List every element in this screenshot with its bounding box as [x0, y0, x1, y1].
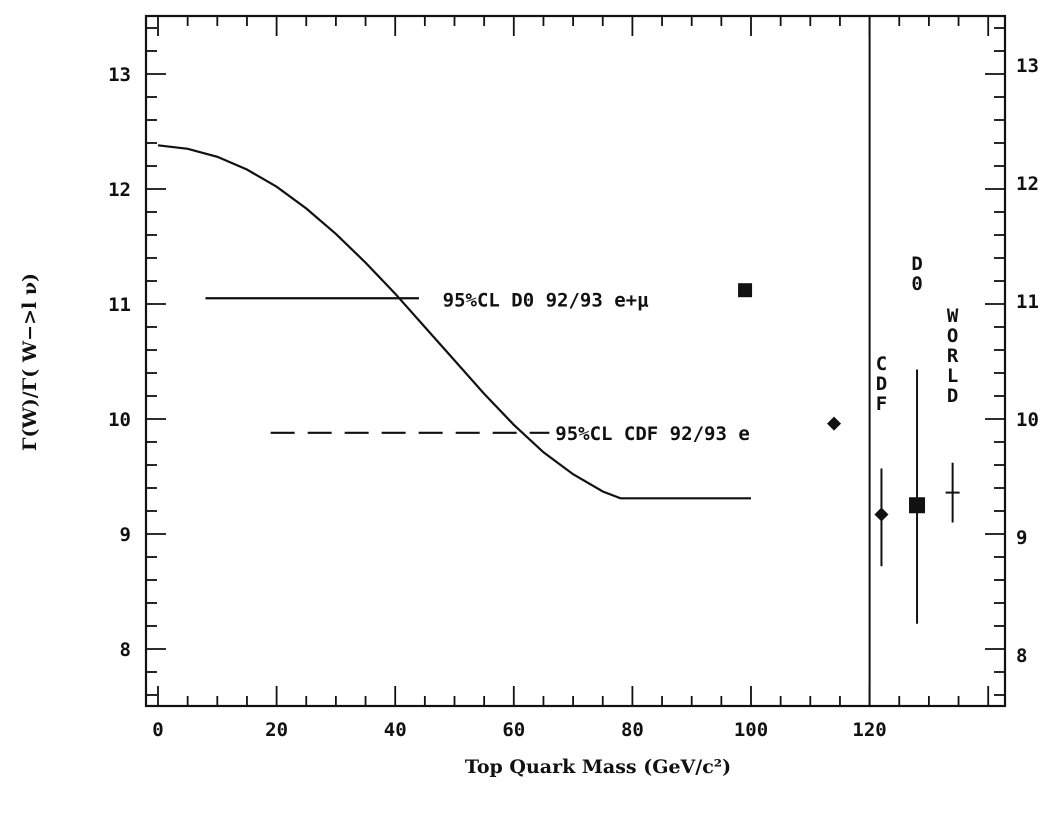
right-y-tick-label: 11: [1016, 291, 1039, 313]
right-y-tick-label: 12: [1016, 173, 1039, 195]
x-axis-title: Top Quark Mass (GeV/c²): [465, 756, 731, 778]
series-layer: [157, 144, 751, 500]
right-y-tick-label: 13: [1016, 55, 1039, 77]
limit-marker-diamond: [827, 416, 842, 431]
y-tick-labels: 8 9 10 11 12 13: [108, 64, 131, 661]
measurement-marker-square: [909, 497, 926, 514]
x-tick-label: 0: [152, 719, 163, 741]
y-tick-label: 11: [108, 294, 131, 316]
measurement-label-letter: D: [911, 253, 922, 275]
y-axis-title: Γ(W)/Γ( W−>l ν): [19, 273, 41, 451]
y-tick-label: 8: [120, 639, 131, 661]
theory-curve: [157, 144, 751, 500]
x-tick-label: 60: [502, 719, 525, 741]
x-tick-label: 20: [265, 719, 288, 741]
limit-label: 95%CL D0 92/93 e+μ: [443, 289, 649, 311]
axis-ticks: [146, 16, 1005, 706]
right-y-tick-label: 10: [1016, 409, 1039, 431]
right-y-tick-label: 9: [1016, 527, 1027, 549]
x-tick-label: 80: [621, 719, 644, 741]
y-tick-label: 12: [108, 179, 131, 201]
right-y-tick-label: 8: [1016, 645, 1027, 667]
y-tick-label: 10: [108, 409, 131, 431]
limit-marker-square: [738, 283, 753, 298]
limit-label: 95%CL CDF 92/93 e: [555, 423, 749, 445]
x-tick-label: 100: [734, 719, 768, 741]
limits-layer: 95%CL D0 92/93 e+μ 95%CL CDF 92/93 e: [205, 283, 842, 445]
measurement-label-letter: C: [876, 353, 887, 375]
measurement-label-letter: W: [947, 305, 959, 327]
measurement-label-letter: D: [947, 385, 958, 407]
measurement-label-letter: R: [947, 345, 959, 367]
measurement-label-letter: 0: [911, 273, 922, 295]
measurement-label-letter: D: [876, 373, 887, 395]
x-tick-labels: 0 20 40 60 80 100 120: [152, 719, 886, 741]
measurement-label-letter: F: [876, 393, 887, 415]
y-tick-label: 13: [108, 64, 131, 86]
plot-frame: [144, 14, 1007, 708]
measurement-marker-diamond: [874, 507, 889, 522]
measurement-label-letter: O: [947, 325, 958, 347]
measurement-label-letter: L: [947, 365, 958, 387]
right-y-tick-labels: 8 9 10 11 12 13: [1016, 55, 1039, 667]
y-tick-label: 9: [120, 524, 131, 546]
x-tick-label: 40: [384, 719, 407, 741]
x-tick-label: 120: [852, 719, 886, 741]
